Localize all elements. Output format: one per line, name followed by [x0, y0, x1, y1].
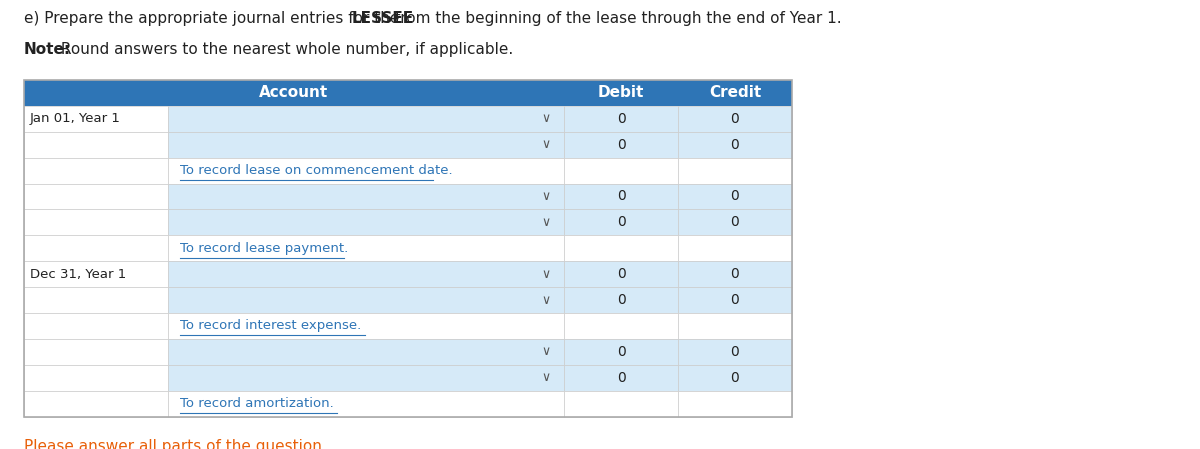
FancyBboxPatch shape: [24, 158, 168, 184]
Text: 0: 0: [731, 112, 739, 126]
Text: 0: 0: [731, 216, 739, 229]
FancyBboxPatch shape: [168, 235, 564, 261]
FancyBboxPatch shape: [24, 132, 168, 158]
FancyBboxPatch shape: [564, 261, 678, 287]
FancyBboxPatch shape: [168, 158, 564, 184]
FancyBboxPatch shape: [168, 184, 564, 209]
Text: ∨: ∨: [541, 371, 551, 384]
FancyBboxPatch shape: [678, 287, 792, 313]
FancyBboxPatch shape: [678, 365, 792, 391]
FancyBboxPatch shape: [564, 313, 678, 339]
FancyBboxPatch shape: [564, 391, 678, 417]
FancyBboxPatch shape: [24, 184, 168, 209]
Text: 0: 0: [731, 293, 739, 307]
Text: 0: 0: [731, 189, 739, 203]
FancyBboxPatch shape: [678, 313, 792, 339]
Text: 0: 0: [617, 371, 625, 385]
Text: Round answers to the nearest whole number, if applicable.: Round answers to the nearest whole numbe…: [56, 42, 514, 57]
FancyBboxPatch shape: [564, 132, 678, 158]
Text: ∨: ∨: [541, 190, 551, 203]
Text: 0: 0: [617, 189, 625, 203]
FancyBboxPatch shape: [168, 209, 564, 235]
FancyBboxPatch shape: [678, 235, 792, 261]
Text: 0: 0: [617, 345, 625, 359]
FancyBboxPatch shape: [24, 339, 168, 365]
FancyBboxPatch shape: [678, 106, 792, 132]
FancyBboxPatch shape: [564, 235, 678, 261]
Text: To record interest expense.: To record interest expense.: [180, 319, 361, 332]
Text: To record amortization.: To record amortization.: [180, 397, 334, 410]
Text: Jan 01, Year 1: Jan 01, Year 1: [30, 112, 121, 125]
Text: from the beginning of the lease through the end of Year 1.: from the beginning of the lease through …: [390, 11, 841, 26]
FancyBboxPatch shape: [168, 313, 564, 339]
FancyBboxPatch shape: [168, 261, 564, 287]
FancyBboxPatch shape: [564, 365, 678, 391]
FancyBboxPatch shape: [24, 391, 168, 417]
Text: To record lease on commencement date.: To record lease on commencement date.: [180, 164, 452, 177]
FancyBboxPatch shape: [678, 339, 792, 365]
Text: Debit: Debit: [598, 85, 644, 101]
Text: ∨: ∨: [541, 268, 551, 281]
FancyBboxPatch shape: [168, 391, 564, 417]
FancyBboxPatch shape: [564, 209, 678, 235]
Text: 0: 0: [731, 371, 739, 385]
FancyBboxPatch shape: [24, 287, 168, 313]
FancyBboxPatch shape: [564, 339, 678, 365]
Text: e) Prepare the appropriate journal entries for the: e) Prepare the appropriate journal entri…: [24, 11, 404, 26]
FancyBboxPatch shape: [564, 106, 678, 132]
FancyBboxPatch shape: [678, 261, 792, 287]
Text: Dec 31, Year 1: Dec 31, Year 1: [30, 268, 126, 281]
Text: ∨: ∨: [541, 345, 551, 358]
FancyBboxPatch shape: [24, 261, 168, 287]
Text: Note:: Note:: [24, 42, 71, 57]
FancyBboxPatch shape: [168, 365, 564, 391]
Text: 0: 0: [731, 267, 739, 281]
Text: 0: 0: [617, 216, 625, 229]
FancyBboxPatch shape: [564, 158, 678, 184]
FancyBboxPatch shape: [24, 209, 168, 235]
FancyBboxPatch shape: [24, 365, 168, 391]
FancyBboxPatch shape: [24, 80, 792, 106]
Text: 0: 0: [731, 138, 739, 152]
FancyBboxPatch shape: [24, 313, 168, 339]
FancyBboxPatch shape: [678, 184, 792, 209]
Text: 0: 0: [731, 345, 739, 359]
Text: 0: 0: [617, 138, 625, 152]
Text: ∨: ∨: [541, 216, 551, 229]
FancyBboxPatch shape: [678, 391, 792, 417]
FancyBboxPatch shape: [168, 132, 564, 158]
FancyBboxPatch shape: [678, 158, 792, 184]
FancyBboxPatch shape: [678, 132, 792, 158]
Text: ∨: ∨: [541, 138, 551, 151]
FancyBboxPatch shape: [168, 339, 564, 365]
Text: ∨: ∨: [541, 294, 551, 307]
Text: Account: Account: [259, 85, 329, 101]
Text: Please answer all parts of the question.: Please answer all parts of the question.: [24, 440, 326, 449]
FancyBboxPatch shape: [564, 287, 678, 313]
FancyBboxPatch shape: [24, 235, 168, 261]
FancyBboxPatch shape: [168, 287, 564, 313]
FancyBboxPatch shape: [678, 209, 792, 235]
Text: Credit: Credit: [709, 85, 761, 101]
FancyBboxPatch shape: [168, 106, 564, 132]
FancyBboxPatch shape: [24, 106, 168, 132]
Text: 0: 0: [617, 293, 625, 307]
Text: To record lease payment.: To record lease payment.: [180, 242, 348, 255]
Text: LESSEE: LESSEE: [352, 11, 414, 26]
FancyBboxPatch shape: [564, 184, 678, 209]
Text: 0: 0: [617, 267, 625, 281]
Text: ∨: ∨: [541, 112, 551, 125]
Text: 0: 0: [617, 112, 625, 126]
